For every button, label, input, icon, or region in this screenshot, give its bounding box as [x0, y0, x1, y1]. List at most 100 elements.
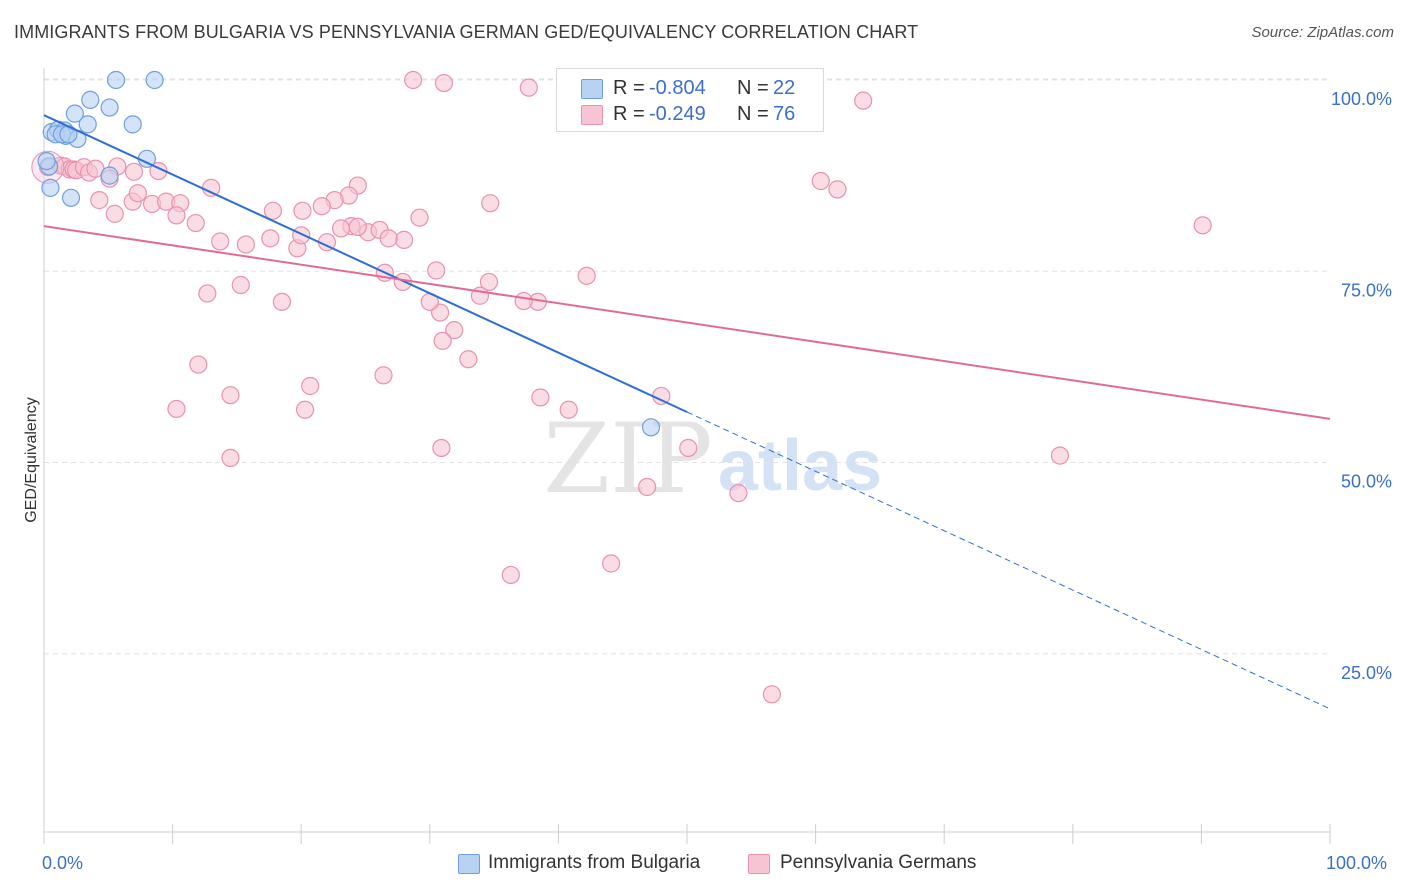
- axes: [43, 68, 1331, 844]
- pink-point: [577, 266, 596, 285]
- blue-point: [78, 115, 97, 134]
- pink-point: [90, 191, 109, 210]
- correlation-legend: R = -0.804 N = 22 R = -0.249 N = 76: [556, 68, 824, 132]
- legend-n-value: 22: [773, 77, 796, 99]
- blue-point: [100, 98, 119, 117]
- pink-point: [189, 355, 208, 374]
- x-tick-label-left: 0.0%: [42, 853, 84, 873]
- pink-point: [231, 275, 250, 295]
- watermark-zip: ZIP: [543, 403, 712, 515]
- pink-point: [433, 331, 452, 350]
- pink-point: [479, 272, 499, 292]
- pink-point: [514, 291, 533, 311]
- pink-point: [501, 565, 520, 585]
- legend-label-bulgaria: Immigrants from Bulgaria: [488, 852, 701, 873]
- pink-point: [559, 400, 578, 419]
- legend-swatch-blue: [458, 854, 480, 874]
- x-tick-label-right: 100.0%: [1326, 853, 1388, 873]
- pink-point: [679, 438, 698, 458]
- pink-point: [263, 201, 283, 220]
- pink-point: [403, 70, 423, 90]
- blue-point: [81, 90, 100, 109]
- pink-point: [531, 388, 550, 407]
- blue-point: [61, 188, 81, 207]
- pink-point: [331, 219, 351, 238]
- blue-point: [65, 104, 84, 123]
- pink-point: [410, 208, 429, 227]
- trendline-pennsylvania: [43, 225, 1331, 420]
- pink-point: [393, 272, 412, 292]
- pink-point: [128, 184, 147, 203]
- legend-n-label: N =: [737, 77, 769, 99]
- pink-point: [312, 197, 331, 216]
- y-tick-label: 100.0%: [1331, 89, 1392, 109]
- legend-label-pennsylvania: Pennsylvania Germans: [780, 852, 977, 873]
- y-tick-label: 50.0%: [1341, 472, 1392, 492]
- y-tick-label: 25.0%: [1341, 663, 1392, 683]
- legend-swatch-pink: [748, 854, 770, 874]
- blue-point: [145, 70, 164, 90]
- watermark: ZIP atlas: [543, 403, 882, 515]
- pink-point: [602, 554, 621, 573]
- chart-title: IMMIGRANTS FROM BULGARIA VS PENNSYLVANIA…: [14, 22, 919, 42]
- pink-point: [236, 235, 256, 254]
- pink-point: [374, 366, 393, 385]
- pink-point: [167, 206, 186, 225]
- pink-point: [186, 213, 205, 233]
- legend-n-value: 76: [773, 103, 796, 125]
- pink-point: [348, 217, 367, 236]
- pink-point: [1050, 446, 1070, 465]
- pink-point: [432, 438, 451, 458]
- pink-point: [1193, 216, 1212, 235]
- pink-point: [167, 399, 186, 419]
- y-tick-labels: 25.0% 50.0% 75.0% 100.0%: [1331, 89, 1392, 683]
- pink-point: [221, 386, 240, 405]
- pink-point: [427, 261, 446, 280]
- blue-point: [100, 166, 119, 185]
- pink-series-points: [31, 70, 1212, 704]
- pink-point: [292, 226, 311, 245]
- legend-swatch-pink: [581, 105, 603, 125]
- trendline-bulgaria-extension: [686, 411, 1331, 710]
- pink-point: [459, 350, 478, 369]
- blue-series-points: [37, 70, 661, 437]
- pink-point: [293, 201, 312, 220]
- pink-point: [202, 178, 221, 197]
- pink-point: [124, 162, 144, 181]
- blue-point: [106, 70, 126, 90]
- pink-point: [638, 477, 657, 497]
- pink-point: [272, 292, 292, 311]
- pink-point: [445, 321, 464, 340]
- pink-point: [729, 484, 748, 503]
- legend-r-value: -0.804: [649, 77, 706, 99]
- pink-point: [105, 204, 124, 223]
- pink-point: [811, 171, 830, 191]
- pink-point: [301, 376, 320, 396]
- pink-point: [481, 194, 500, 213]
- pink-point: [211, 232, 230, 251]
- source-label: Source: ZipAtlas.com: [1251, 24, 1394, 41]
- legend-n-label: N =: [737, 103, 769, 125]
- pink-point: [379, 229, 398, 248]
- legend-r-label: R =: [613, 103, 645, 125]
- pink-point: [434, 73, 454, 93]
- blue-point: [37, 151, 56, 171]
- blue-point: [41, 178, 60, 197]
- pink-point: [519, 78, 538, 97]
- pink-point: [261, 229, 280, 248]
- pink-point: [762, 685, 781, 704]
- legend-r-label: R =: [613, 77, 645, 99]
- pink-point: [198, 284, 217, 303]
- blue-point: [641, 418, 661, 437]
- trend-lines: [43, 114, 1331, 710]
- blue-point: [123, 115, 142, 134]
- pink-point: [295, 400, 315, 419]
- pink-point: [221, 448, 240, 468]
- y-tick-label: 75.0%: [1341, 280, 1392, 300]
- legend-r-value: -0.249: [649, 103, 706, 125]
- grid-lines: [44, 78, 1330, 655]
- pink-point: [854, 91, 873, 110]
- trendline-bulgaria: [43, 114, 688, 413]
- pink-point: [828, 180, 847, 199]
- legend-swatch-blue: [581, 79, 603, 99]
